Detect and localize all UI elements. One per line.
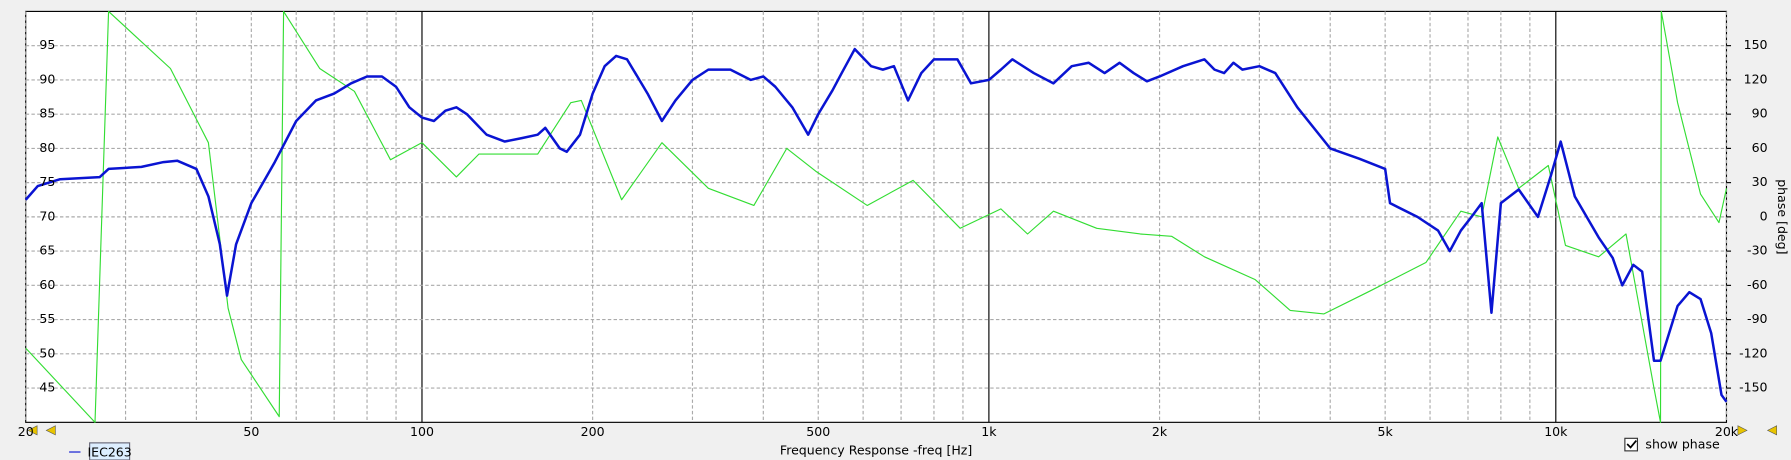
x-tick-label: 200 xyxy=(581,424,605,439)
checkbox[interactable] xyxy=(1624,437,1639,452)
y-tick-label: 90 xyxy=(39,71,55,86)
y-tick-label: 85 xyxy=(39,106,55,121)
checkbox-label[interactable]: show phase xyxy=(1645,437,1720,452)
y2-tick-label: 30 xyxy=(1752,174,1768,189)
legend-label: IEC263 xyxy=(87,445,131,460)
y2-axis-title: phase [deg] xyxy=(1775,179,1790,254)
y2-tick-label: -120 xyxy=(1739,345,1767,360)
x-tick-label: 500 xyxy=(806,424,830,439)
y2-tick-label: 150 xyxy=(1744,37,1768,52)
y-tick-label: 70 xyxy=(39,208,55,223)
x-tick-label: 20k xyxy=(1715,424,1739,439)
y2-tick-label: -60 xyxy=(1747,277,1768,292)
y-tick-label: 65 xyxy=(39,243,55,258)
y-tick-label: 45 xyxy=(39,380,55,395)
magnitude-line xyxy=(24,47,1728,403)
x-tick-label: 1k xyxy=(981,424,997,439)
x-tick-label: 50 xyxy=(243,424,259,439)
y-tick-label: 60 xyxy=(39,277,55,292)
scroll-arrows[interactable] xyxy=(27,425,1777,436)
y-tick-label: 75 xyxy=(39,174,55,189)
x-tick-label: 20 xyxy=(18,424,34,439)
x-tick-label: 5k xyxy=(1378,424,1394,439)
y-tick-label: 50 xyxy=(39,345,55,360)
y2-tick-label: 90 xyxy=(1752,106,1768,121)
y2-tick-label: -90 xyxy=(1747,311,1768,326)
x-tick-label: 100 xyxy=(410,424,434,439)
x-tick-label: 10k xyxy=(1544,424,1568,439)
y-tick-label: 80 xyxy=(39,140,55,155)
checkmark xyxy=(1626,440,1637,449)
y2-tick-label: -150 xyxy=(1739,380,1767,395)
x-axis-title: Frequency Response -freq [Hz] xyxy=(780,442,972,457)
x-tick-label: 2k xyxy=(1152,424,1168,439)
phase-line xyxy=(25,10,1728,423)
y-tick-label: 55 xyxy=(39,311,55,326)
y2-tick-label: 60 xyxy=(1752,140,1768,155)
y2-tick-label: 0 xyxy=(1760,208,1768,223)
y2-tick-label: -30 xyxy=(1747,243,1768,258)
y2-tick-label: 120 xyxy=(1744,71,1768,86)
y-tick-label: 95 xyxy=(39,37,55,52)
